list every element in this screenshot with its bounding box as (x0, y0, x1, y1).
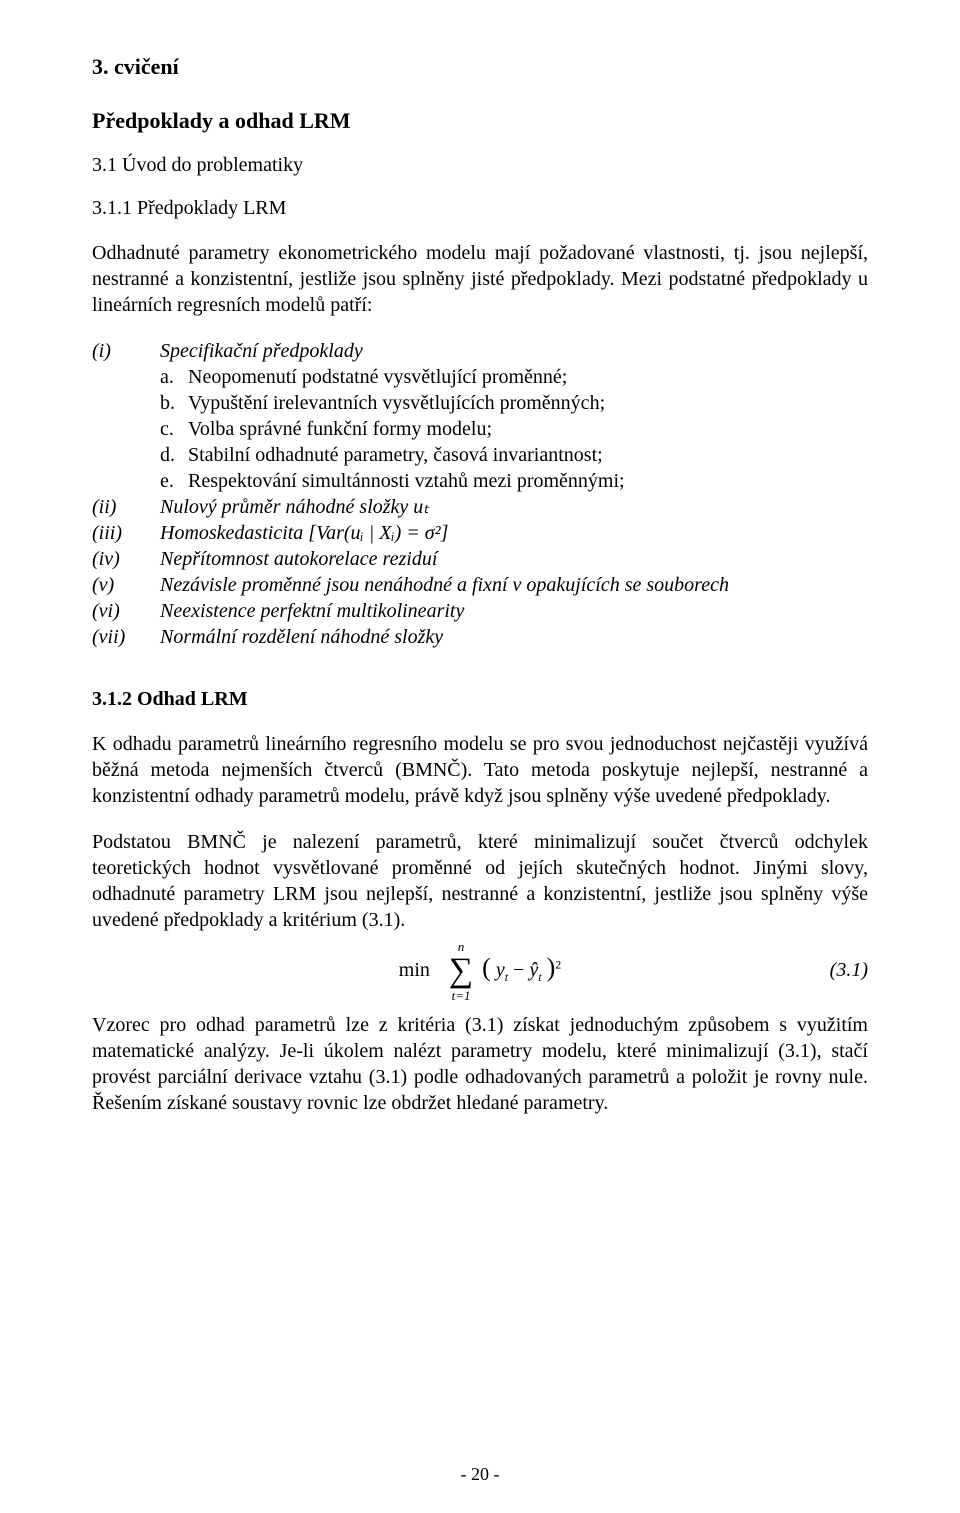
subitem-d: d. Stabilní odhadnuté parametry, časová … (160, 442, 868, 468)
subitem-c: c. Volba správné funkční formy modelu; (160, 416, 868, 442)
roman-iv: (iv) (92, 546, 160, 572)
roman-vii: (vii) (92, 624, 160, 650)
list-item-i: (i) Specifikační předpoklady (92, 338, 868, 364)
paragraph-intro: Odhadnuté parametry ekonometrického mode… (92, 240, 868, 318)
roman-iii: (iii) (92, 520, 160, 546)
paren-open: ( (482, 953, 491, 982)
formula-3-1: min ∑ n t=1 ( yt − ŷt )2 (3.1) (92, 953, 868, 988)
assumption-list: (i) Specifikační předpoklady a. Neopomen… (92, 338, 868, 650)
sum-upper: n (458, 940, 465, 953)
page-number: - 20 - (461, 1464, 500, 1485)
item-iii-var: Var(uᵢ | Xᵢ) = σ² (316, 522, 441, 544)
roman-i: (i) (92, 338, 160, 364)
item-vii-label: Normální rozdělení náhodné složky (160, 624, 868, 650)
subitem-b-text: Vypuštění irelevantních vysvětlujících p… (188, 390, 868, 416)
formula-y: y (496, 959, 505, 981)
list-item-iv: (iv) Nepřítomnost autokorelace reziduí (92, 546, 868, 572)
subitem-a: a. Neopomenutí podstatné vysvětlující pr… (160, 364, 868, 390)
list-item-vi: (vi) Neexistence perfektní multikolinear… (92, 598, 868, 624)
formula-number: (3.1) (830, 959, 868, 982)
formula-expression: min ∑ n t=1 ( yt − ŷt )2 (399, 953, 561, 988)
item-iv-label: Nepřítomnost autokorelace reziduí (160, 546, 868, 572)
section-subtitle: Předpoklady a odhad LRM (92, 108, 868, 134)
formula-square: 2 (555, 957, 561, 971)
sum-lower: t=1 (452, 989, 471, 1002)
roman-vi: (vi) (92, 598, 160, 624)
item-iii-pre: Homoskedasticita [ (160, 522, 316, 544)
paragraph-2: K odhadu parametrů lineárního regresního… (92, 731, 868, 809)
formula-y-sub: t (505, 970, 508, 984)
letter-d: d. (160, 442, 188, 468)
subitem-e-text: Respektování simultánnosti vztahů mezi p… (188, 468, 868, 494)
letter-a: a. (160, 364, 188, 390)
chapter-title: 3. cvičení (92, 54, 868, 80)
item-v-label: Nezávisle proměnné jsou nenáhodné a fixn… (160, 572, 868, 598)
roman-v: (v) (92, 572, 160, 598)
heading-3-1: 3.1 Úvod do problematiky (92, 154, 868, 177)
paren-close: ) (547, 953, 556, 982)
subitem-e: e. Respektování simultánnosti vztahů mez… (160, 468, 868, 494)
letter-b: b. (160, 390, 188, 416)
item-iii-label: Homoskedasticita [Var(uᵢ | Xᵢ) = σ²] (160, 520, 868, 546)
item-i-label: Specifikační předpoklady (160, 338, 868, 364)
subitem-a-text: Neopomenutí podstatné vysvětlující promě… (188, 364, 868, 390)
formula-min: min (399, 959, 430, 981)
subitem-b: b. Vypuštění irelevantních vysvětlujícíc… (160, 390, 868, 416)
formula-yhat-sub: t (538, 970, 541, 984)
list-item-iii: (iii) Homoskedasticita [Var(uᵢ | Xᵢ) = σ… (92, 520, 868, 546)
heading-3-1-2: 3.1.2 Odhad LRM (92, 688, 868, 711)
list-item-ii: (ii) Nulový průměr náhodné složky uₜ (92, 494, 868, 520)
list-item-v: (v) Nezávisle proměnné jsou nenáhodné a … (92, 572, 868, 598)
subitem-c-text: Volba správné funkční formy modelu; (188, 416, 868, 442)
paragraph-4: Vzorec pro odhad parametrů lze z kritéri… (92, 1012, 868, 1116)
roman-ii: (ii) (92, 494, 160, 520)
letter-c: c. (160, 416, 188, 442)
formula-yhat: ŷ (529, 959, 538, 981)
page: 3. cvičení Předpoklady a odhad LRM 3.1 Ú… (0, 0, 960, 1513)
letter-e: e. (160, 468, 188, 494)
list-item-vii: (vii) Normální rozdělení náhodné složky (92, 624, 868, 650)
item-ii-label: Nulový průměr náhodné složky uₜ (160, 494, 868, 520)
item-iii-post: ] (441, 522, 449, 544)
sum-symbol-icon: ∑ n t=1 (449, 954, 473, 988)
heading-3-1-1: 3.1.1 Předpoklady LRM (92, 197, 868, 220)
item-vi-label: Neexistence perfektní multikolinearity (160, 598, 868, 624)
subitem-d-text: Stabilní odhadnuté parametry, časová inv… (188, 442, 868, 468)
formula-minus: − (513, 959, 529, 981)
paragraph-3: Podstatou BMNČ je nalezení parametrů, kt… (92, 829, 868, 933)
